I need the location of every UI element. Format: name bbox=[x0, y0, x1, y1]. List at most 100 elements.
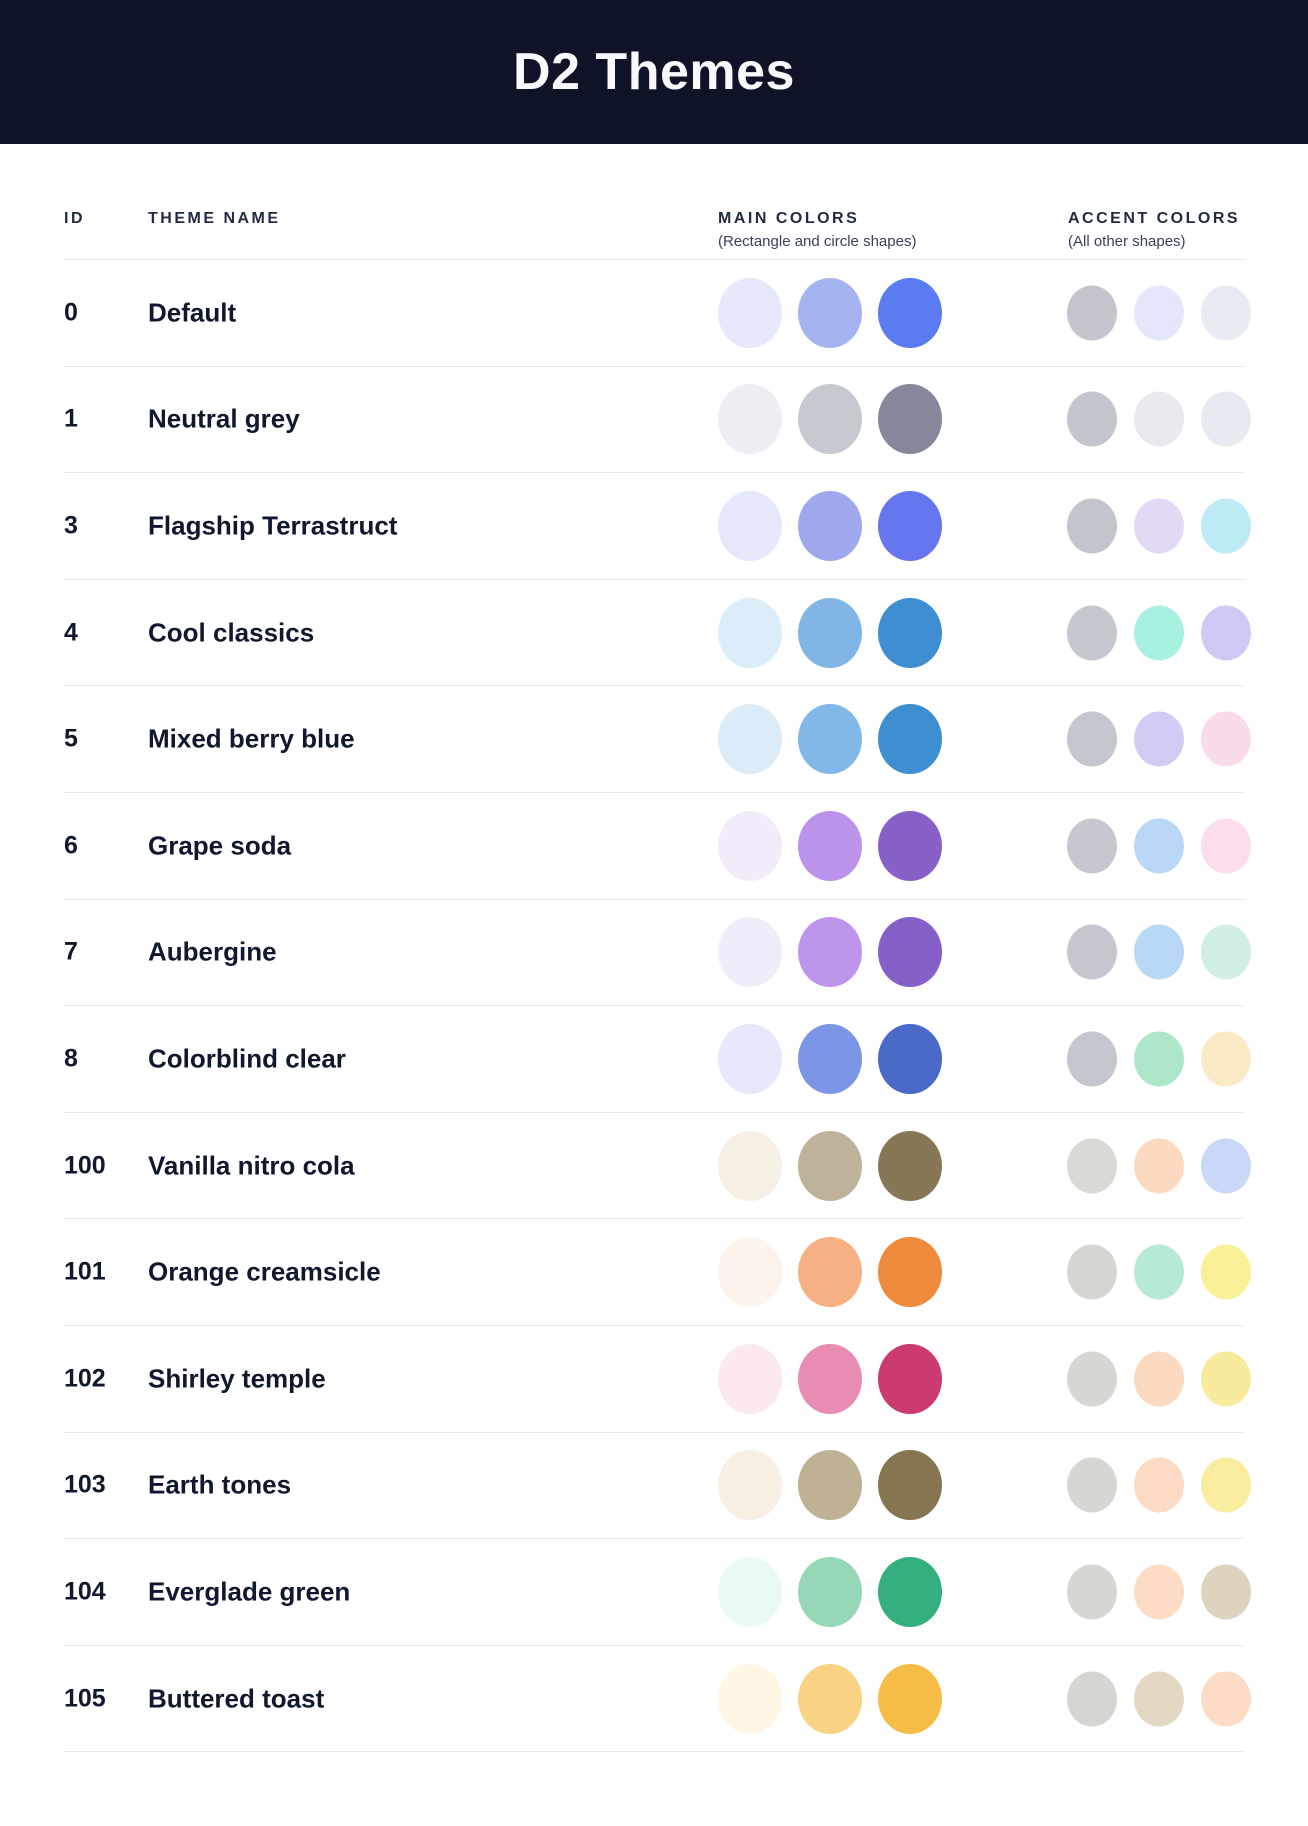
main-color-swatch bbox=[798, 1130, 862, 1201]
main-color-swatch bbox=[718, 1663, 782, 1734]
main-color-swatches bbox=[718, 1663, 942, 1734]
theme-id: 104 bbox=[64, 1577, 106, 1606]
theme-id: 7 bbox=[64, 937, 78, 966]
main-color-swatch bbox=[718, 917, 782, 988]
accent-color-swatch bbox=[1201, 605, 1251, 661]
accent-color-swatch bbox=[1201, 1138, 1251, 1194]
table-row: 101 Orange creamsicle bbox=[64, 1219, 1251, 1326]
accent-color-swatches bbox=[1067, 1351, 1251, 1407]
accent-color-swatches bbox=[1067, 285, 1251, 341]
theme-name: Cool classics bbox=[148, 617, 315, 648]
main-color-swatches bbox=[718, 277, 942, 348]
theme-id: 3 bbox=[64, 511, 78, 540]
main-color-swatches bbox=[718, 490, 942, 561]
main-color-swatches bbox=[718, 810, 942, 881]
accent-color-swatch bbox=[1067, 924, 1117, 980]
table-row: 4 Cool classics bbox=[64, 580, 1251, 687]
main-color-swatch bbox=[878, 1237, 942, 1308]
main-color-swatches bbox=[718, 1023, 942, 1094]
main-color-swatch bbox=[878, 1023, 942, 1094]
theme-name: Earth tones bbox=[148, 1469, 292, 1500]
theme-id: 101 bbox=[64, 1257, 106, 1286]
main-color-swatch bbox=[798, 1023, 862, 1094]
theme-name: Buttered toast bbox=[148, 1683, 325, 1714]
table-row: 3 Flagship Terrastruct bbox=[64, 473, 1251, 580]
main-color-swatch bbox=[798, 1343, 862, 1414]
accent-color-swatches bbox=[1067, 1564, 1251, 1620]
accent-color-swatch bbox=[1067, 391, 1117, 447]
accent-color-swatch bbox=[1201, 285, 1251, 341]
main-color-swatch bbox=[718, 704, 782, 775]
theme-name: Flagship Terrastruct bbox=[148, 510, 398, 541]
accent-color-swatch bbox=[1134, 711, 1184, 767]
table-row: 1 Neutral grey bbox=[64, 367, 1251, 474]
accent-color-swatch bbox=[1134, 1031, 1184, 1087]
main-color-swatch bbox=[878, 384, 942, 455]
accent-color-swatch bbox=[1201, 818, 1251, 874]
accent-color-swatches bbox=[1067, 1244, 1251, 1300]
main-color-swatch bbox=[878, 1663, 942, 1734]
accent-color-swatch bbox=[1201, 711, 1251, 767]
table-row: 105 Buttered toast bbox=[64, 1646, 1251, 1753]
main-color-swatches bbox=[718, 1130, 942, 1201]
accent-color-swatches bbox=[1067, 605, 1251, 661]
accent-color-swatches bbox=[1067, 498, 1251, 554]
theme-name: Grape soda bbox=[148, 830, 292, 861]
main-color-swatch bbox=[798, 384, 862, 455]
theme-id: 1 bbox=[64, 404, 78, 433]
main-color-swatch bbox=[718, 810, 782, 881]
accent-color-swatch bbox=[1134, 1244, 1184, 1300]
main-color-swatches bbox=[718, 1450, 942, 1521]
main-color-swatch bbox=[878, 277, 942, 348]
accent-color-swatch bbox=[1201, 924, 1251, 980]
accent-color-swatches bbox=[1067, 1457, 1251, 1513]
main-color-swatch bbox=[798, 490, 862, 561]
main-color-swatch bbox=[718, 490, 782, 561]
accent-color-swatch bbox=[1067, 1564, 1117, 1620]
accent-color-swatch bbox=[1201, 498, 1251, 554]
accent-color-swatch bbox=[1067, 1671, 1117, 1727]
table-header-row: ID THEME NAME MAIN COLORS (Rectangle and… bbox=[64, 144, 1244, 260]
accent-color-swatches bbox=[1067, 1138, 1251, 1194]
main-color-swatch bbox=[718, 277, 782, 348]
main-color-swatch bbox=[718, 1023, 782, 1094]
accent-color-swatches bbox=[1067, 711, 1251, 767]
accent-color-swatch bbox=[1067, 285, 1117, 341]
main-color-swatch bbox=[798, 1237, 862, 1308]
theme-name: Vanilla nitro cola bbox=[148, 1150, 355, 1181]
main-color-swatch bbox=[718, 384, 782, 455]
main-color-swatch bbox=[878, 597, 942, 668]
theme-name: Neutral grey bbox=[148, 403, 300, 434]
main-color-swatches bbox=[718, 597, 942, 668]
theme-id: 4 bbox=[64, 618, 78, 647]
theme-id: 103 bbox=[64, 1470, 106, 1499]
main-color-swatch bbox=[718, 1450, 782, 1521]
table-row: 5 Mixed berry blue bbox=[64, 686, 1251, 793]
accent-color-swatch bbox=[1134, 818, 1184, 874]
main-color-swatch bbox=[718, 1343, 782, 1414]
column-header-main-colors-note: (Rectangle and circle shapes) bbox=[718, 233, 917, 250]
main-color-swatch bbox=[798, 917, 862, 988]
column-header-theme-name: THEME NAME bbox=[148, 210, 281, 227]
accent-color-swatch bbox=[1201, 391, 1251, 447]
column-header-accent-colors-note: (All other shapes) bbox=[1068, 233, 1186, 250]
main-color-swatch bbox=[798, 1450, 862, 1521]
accent-color-swatches bbox=[1067, 924, 1251, 980]
theme-id: 0 bbox=[64, 298, 78, 327]
column-header-main-colors: MAIN COLORS bbox=[718, 210, 860, 227]
theme-id: 8 bbox=[64, 1044, 78, 1073]
table-row: 102 Shirley temple bbox=[64, 1326, 1251, 1433]
table-row: 0 Default bbox=[64, 260, 1251, 367]
main-color-swatch bbox=[878, 1130, 942, 1201]
accent-color-swatches bbox=[1067, 1671, 1251, 1727]
main-color-swatch bbox=[798, 704, 862, 775]
main-color-swatches bbox=[718, 384, 942, 455]
theme-name: Mixed berry blue bbox=[148, 723, 355, 754]
theme-id: 102 bbox=[64, 1364, 106, 1393]
accent-color-swatch bbox=[1067, 1031, 1117, 1087]
main-color-swatch bbox=[718, 1130, 782, 1201]
accent-color-swatch bbox=[1134, 285, 1184, 341]
accent-color-swatch bbox=[1201, 1351, 1251, 1407]
accent-color-swatch bbox=[1067, 1351, 1117, 1407]
main-color-swatch bbox=[718, 597, 782, 668]
